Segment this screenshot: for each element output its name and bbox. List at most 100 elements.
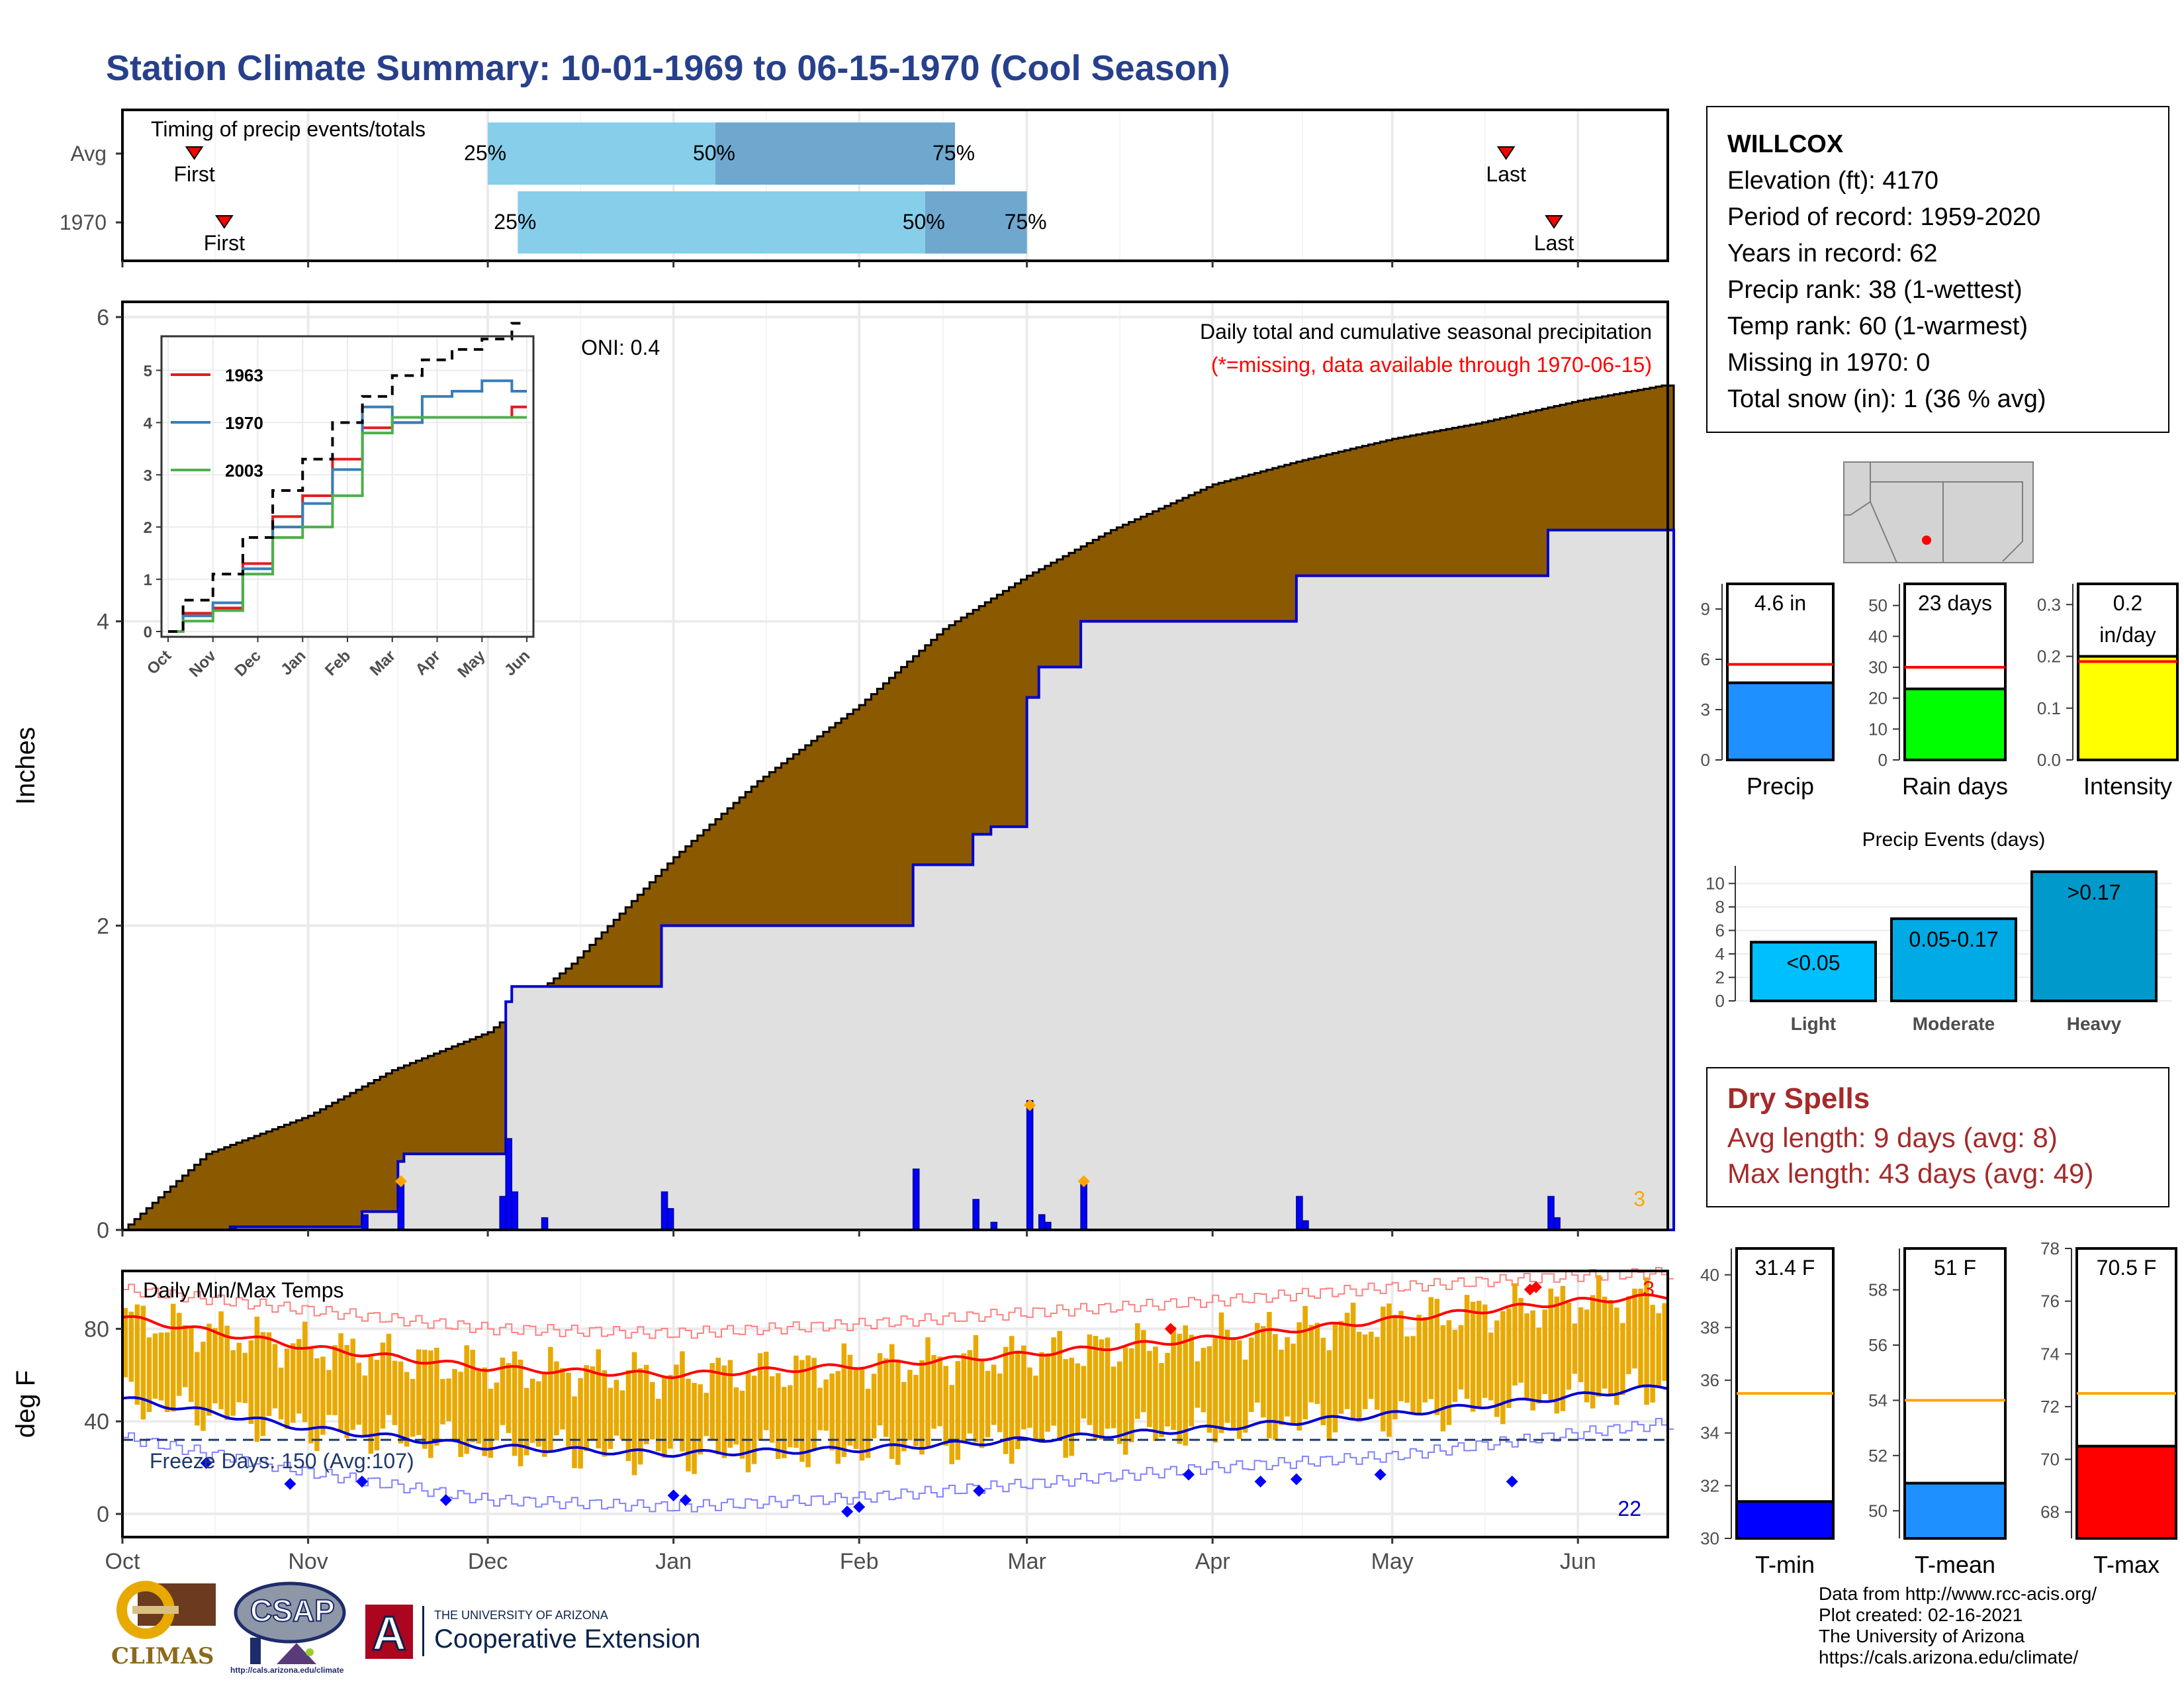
avg-min-line xyxy=(122,1384,1668,1458)
station-precip-rank: Precip rank: 38 (1-wettest) xyxy=(1727,276,2023,304)
daily-precip-bar xyxy=(1038,1214,1046,1231)
daily-temp-bar xyxy=(488,1388,494,1458)
record-high-marker xyxy=(1529,1281,1542,1293)
daily-temp-bar xyxy=(1566,1302,1572,1390)
daily-temp-bar xyxy=(961,1353,967,1442)
daily-temp-bar xyxy=(1500,1311,1506,1425)
daily-temp-bar xyxy=(674,1364,679,1441)
daily-temp-bar xyxy=(362,1375,368,1438)
daily-temp-bar xyxy=(566,1372,571,1447)
station-location-marker xyxy=(1922,536,1931,545)
daily-temp-bar xyxy=(1320,1337,1326,1426)
daily-temp-bar xyxy=(344,1344,349,1438)
daily-temp-bar xyxy=(183,1325,188,1387)
page-title: Station Climate Summary: 10-01-1969 to 0… xyxy=(106,48,1230,88)
daily-temp-bar xyxy=(1141,1330,1146,1413)
y-tick-label: 0 xyxy=(97,1502,109,1527)
daily-temp-bar xyxy=(1518,1297,1524,1383)
intensity-summary-category-label: Intensity xyxy=(2083,773,2172,800)
y-tick-label: 76 xyxy=(2040,1291,2060,1311)
daily-temp-bar xyxy=(584,1365,589,1452)
daily-temp-bar xyxy=(164,1332,170,1413)
credits-url: https://cals.arizona.edu/climate/ xyxy=(1819,1647,2079,1667)
daily-temp-bar xyxy=(949,1385,955,1464)
daily-temp-bar xyxy=(1488,1333,1494,1401)
raindays-summary-chart: 23 days 0 10 20 30 40 50 Rain days xyxy=(1868,583,2008,800)
daily-temp-bar xyxy=(1093,1336,1099,1440)
daily-temp-bar xyxy=(1015,1350,1021,1450)
y-tick-label: 9 xyxy=(1701,599,1710,619)
daily-temp-bar xyxy=(1458,1325,1464,1389)
precip-summary-category-label: Precip xyxy=(1747,773,1814,800)
daily-temp-bar xyxy=(1009,1336,1015,1464)
y-tick-label: 10 xyxy=(1868,719,1888,739)
daily-temp-bar xyxy=(721,1365,727,1458)
daily-temp-bar xyxy=(134,1304,140,1405)
timing-label-first: First xyxy=(174,162,215,186)
daily-temp-bar xyxy=(1375,1336,1380,1410)
tmean-summary-chart: 51 F 50 52 54 56 58 T-mean xyxy=(1868,1247,2007,1578)
daily-temp-bar xyxy=(1135,1323,1140,1419)
daily-temp-bar xyxy=(1285,1337,1290,1417)
daily-temp-bar xyxy=(1464,1295,1470,1399)
station-name: WILLCOX xyxy=(1727,130,1844,158)
daily-temp-bar xyxy=(1398,1311,1404,1401)
daily-temp-bar xyxy=(410,1379,416,1437)
daily-temp-bar xyxy=(931,1355,936,1429)
daily-temp-bar xyxy=(733,1387,739,1445)
daily-temp-bar xyxy=(386,1333,392,1415)
y-tick-label: 2 xyxy=(97,914,109,939)
daily-temp-bar xyxy=(494,1382,500,1441)
station-period: Period of record: 1959-2020 xyxy=(1727,203,2041,231)
daily-temp-bar xyxy=(578,1378,583,1469)
daily-temp-bar xyxy=(715,1358,721,1455)
daily-temp-bar xyxy=(1524,1313,1529,1399)
daily-precip-bar xyxy=(397,1184,405,1231)
record-low-marker xyxy=(356,1476,369,1488)
inset-y-tick-label: 0 xyxy=(144,624,152,641)
locator-map xyxy=(1843,461,2034,563)
daily-temp-bar xyxy=(189,1326,194,1402)
y-tick-label: 0.3 xyxy=(2037,594,2061,614)
precip-subtitle: (*=missing, data available through 1970-… xyxy=(1211,353,1652,377)
daily-temp-bar xyxy=(1476,1301,1482,1409)
daily-temp-bar xyxy=(1434,1299,1440,1415)
daily-precip-bar xyxy=(505,1138,513,1231)
daily-temp-bar xyxy=(835,1371,841,1464)
daily-precip-bar xyxy=(972,1199,979,1231)
timing-label-last: Last xyxy=(1486,162,1526,186)
timing-chart: 25% 50% 75% First Last Avg 25% 50% 75% First Last 1… xyxy=(60,109,1669,267)
daily-temp-bar xyxy=(266,1332,272,1417)
y-tick-label: 30 xyxy=(1868,657,1888,677)
station-years: Years in record: 62 xyxy=(1727,240,1938,267)
tmin-summary-bar xyxy=(1735,1500,1835,1540)
daily-temp-bar xyxy=(1578,1307,1584,1383)
daily-temp-bar xyxy=(1159,1363,1164,1437)
daily-temp-bar xyxy=(512,1351,518,1456)
daily-temp-bar xyxy=(1171,1326,1176,1430)
daily-temp-bar xyxy=(751,1376,757,1464)
inset-legend-label: 1970 xyxy=(225,413,263,433)
daily-temp-bar xyxy=(1027,1367,1032,1428)
cumulative-precip-chart: Daily total and cumulative seasonal prec… xyxy=(11,301,1676,1243)
snow-marker xyxy=(1077,1175,1090,1188)
tmin-summary-category-label: T-min xyxy=(1755,1551,1815,1578)
daily-temp-bar xyxy=(1195,1361,1201,1408)
daily-temp-bar xyxy=(452,1369,457,1440)
daily-temp-bar xyxy=(218,1311,224,1409)
timing-label-last: Last xyxy=(1534,231,1574,255)
y-tick-label: 6 xyxy=(1701,649,1710,669)
tmax-summary-bar xyxy=(2075,1444,2177,1540)
x-tick-label: Apr xyxy=(1195,1549,1230,1574)
daily-temp-bar xyxy=(1045,1353,1050,1432)
daily-temp-bar xyxy=(769,1376,775,1443)
temps-ylabel: deg F xyxy=(11,1370,40,1438)
daily-temp-bar xyxy=(230,1350,236,1416)
y-tick-label: 74 xyxy=(2040,1344,2060,1364)
daily-temp-bar xyxy=(1506,1308,1512,1408)
y-tick-label: 40 xyxy=(84,1409,109,1434)
y-tick-label: 32 xyxy=(1700,1476,1719,1495)
daily-temp-bar xyxy=(302,1321,308,1423)
daily-temp-bar xyxy=(320,1356,326,1435)
station-temp-rank: Temp rank: 60 (1-warmest) xyxy=(1727,312,2028,340)
